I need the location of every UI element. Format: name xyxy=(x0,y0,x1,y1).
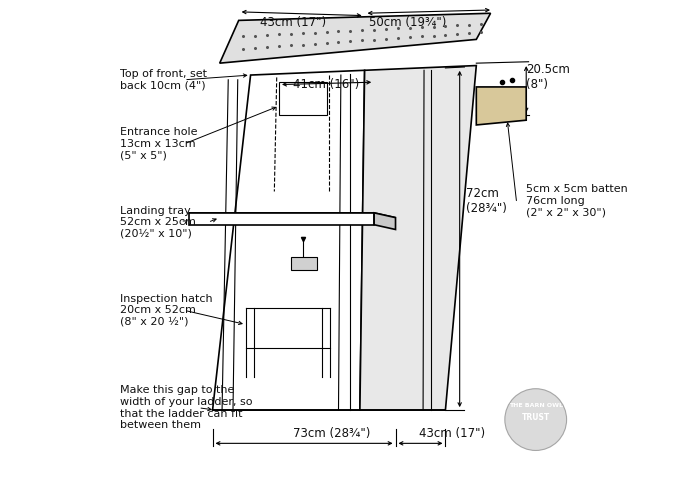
Bar xyxy=(279,82,326,116)
Text: TRUST: TRUST xyxy=(521,413,550,422)
Polygon shape xyxy=(212,70,365,410)
Text: 43cm (17"): 43cm (17") xyxy=(420,427,486,440)
Text: Top of front, set
back 10cm (4"): Top of front, set back 10cm (4") xyxy=(120,69,207,91)
Text: 20.5cm
(8"): 20.5cm (8") xyxy=(526,64,570,91)
Text: 41cm (16"): 41cm (16") xyxy=(294,78,360,91)
Text: 5cm x 5cm batten
76cm long
(2" x 2" x 30"): 5cm x 5cm batten 76cm long (2" x 2" x 30… xyxy=(526,185,628,217)
Polygon shape xyxy=(189,213,395,222)
Text: Landing tray
52cm x 25cm
(20½" x 10"): Landing tray 52cm x 25cm (20½" x 10") xyxy=(120,206,196,239)
Polygon shape xyxy=(360,65,476,410)
Text: 73cm (28¾"): 73cm (28¾") xyxy=(293,427,370,440)
Text: Entrance hole
13cm x 13cm
(5" x 5"): Entrance hole 13cm x 13cm (5" x 5") xyxy=(120,127,198,161)
Text: Make this gap to the
width of your ladder, so
that the ladder can fit
between th: Make this gap to the width of your ladde… xyxy=(120,385,253,430)
Text: 50cm (19¾"): 50cm (19¾") xyxy=(369,16,446,29)
Text: 43cm (17"): 43cm (17") xyxy=(260,16,326,29)
Polygon shape xyxy=(476,87,526,125)
Bar xyxy=(291,257,317,270)
Text: 72cm
(28¾"): 72cm (28¾") xyxy=(466,187,507,215)
Circle shape xyxy=(505,389,567,450)
Polygon shape xyxy=(189,213,374,225)
Text: Inspection hatch
20cm x 52cm
(8" x 20 ½"): Inspection hatch 20cm x 52cm (8" x 20 ½"… xyxy=(120,293,212,327)
Text: THE BARN OWL: THE BARN OWL xyxy=(509,403,562,408)
Polygon shape xyxy=(374,213,395,229)
Polygon shape xyxy=(220,13,491,63)
